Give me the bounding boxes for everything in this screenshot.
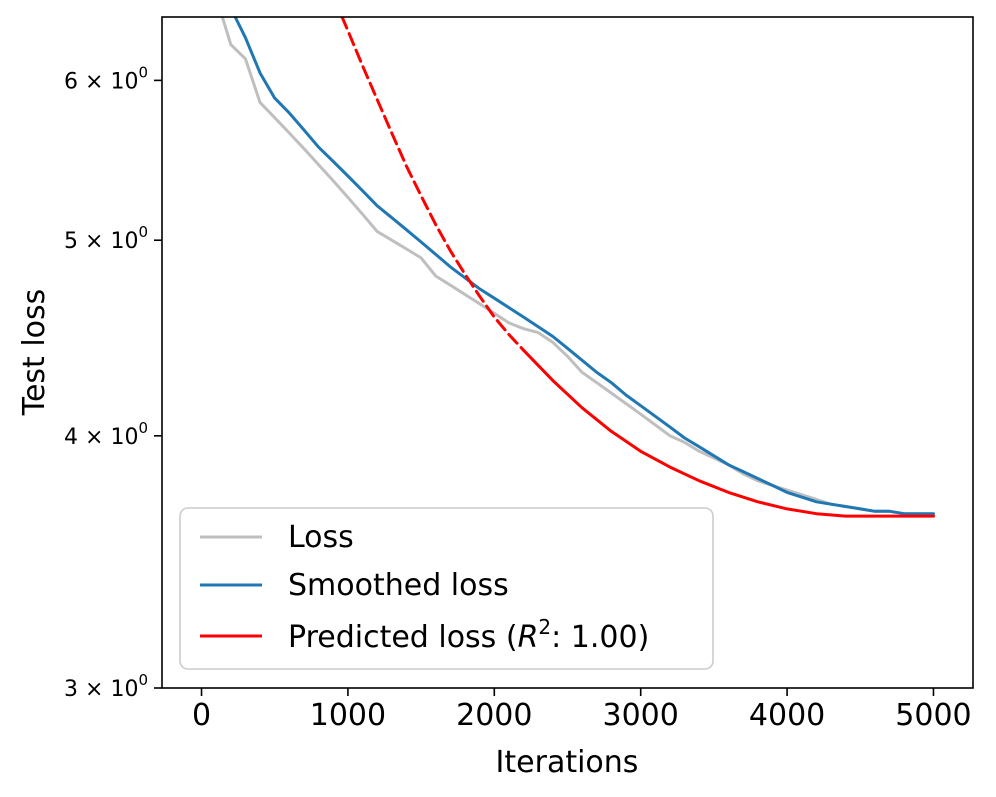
legend-label-loss: Loss — [288, 520, 354, 555]
x-axis: 0 1000 2000 3000 4000 5000 — [192, 688, 972, 733]
x-tick-label: 5000 — [895, 698, 971, 733]
x-tick-label: 1000 — [310, 698, 386, 733]
x-tick-label: 0 — [192, 698, 211, 733]
y-axis: 3 × 100 4 × 100 5 × 100 6 × 100 — [64, 63, 162, 702]
legend: Loss Smoothed loss Predicted loss (R2: 1… — [179, 507, 714, 670]
series-layer — [220, 17, 935, 518]
x-axis-label: Iterations — [496, 745, 639, 780]
legend-label-smoothed: Smoothed loss — [288, 568, 509, 603]
series-line-loss — [220, 17, 935, 516]
y-axis-label: Test loss — [17, 289, 52, 417]
legend-predicted-prefix: Predicted loss ( — [288, 620, 518, 655]
x-tick-label: 3000 — [603, 698, 679, 733]
legend-predicted-suffix: : 1.00) — [551, 620, 649, 655]
legend-box — [179, 507, 714, 670]
x-tick-label: 2000 — [456, 698, 532, 733]
y-tick-label: 6 × 100 — [64, 63, 148, 94]
x-tick-label: 4000 — [749, 698, 825, 733]
plot-frame — [161, 16, 974, 689]
legend-r-symbol: R — [518, 620, 539, 655]
legend-label-predicted: Predicted loss (R2: 1.00) — [288, 615, 649, 655]
y-tick-label: 4 × 100 — [64, 419, 148, 450]
plot-area — [220, 17, 935, 518]
y-tick-label: 3 × 100 — [64, 671, 148, 702]
series-line-smoothed-loss — [233, 17, 935, 516]
series-line-predicted-loss — [340, 17, 526, 352]
y-tick-label: 5 × 100 — [64, 223, 148, 254]
series-line-predicted-loss-fit — [522, 348, 935, 518]
legend-r-exponent: 2 — [538, 615, 551, 639]
